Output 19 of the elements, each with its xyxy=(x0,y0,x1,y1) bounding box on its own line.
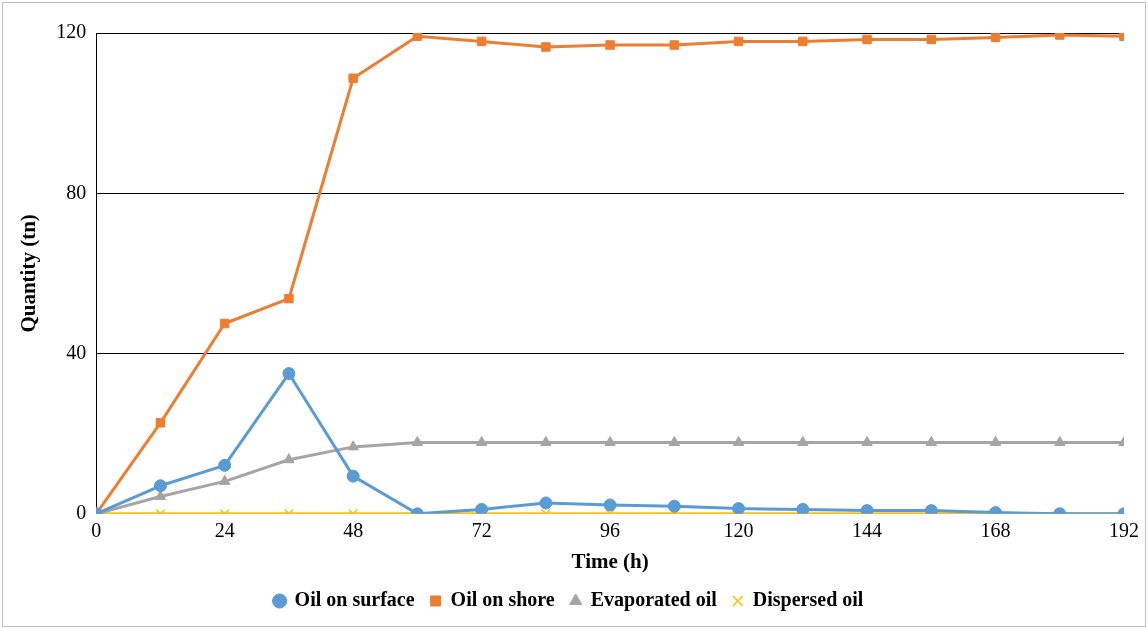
x-tick-label: 120 xyxy=(723,519,754,542)
legend-label: Dispersed oil xyxy=(752,588,864,612)
x-tick-label: 72 xyxy=(471,519,492,542)
y-tick-label: 80 xyxy=(66,180,87,203)
legend-label: Oil on shore xyxy=(450,588,555,611)
x-tick-label: 0 xyxy=(91,519,102,542)
y-tick-label: 120 xyxy=(56,20,87,43)
y-axis-title: Quantity (tn) xyxy=(16,214,41,333)
x-tick-label: 192 xyxy=(1109,519,1139,542)
x-tick-label: 48 xyxy=(343,519,364,542)
legend-label: Evaporated oil xyxy=(590,588,718,612)
x-tick-label: 24 xyxy=(214,519,235,542)
x-tick-label: 144 xyxy=(852,519,883,542)
x-tick-label: 168 xyxy=(980,519,1011,542)
y-tick-label: 0 xyxy=(76,501,87,524)
x-tick-label: 96 xyxy=(600,519,621,542)
legend-label: Oil on surface xyxy=(294,588,415,611)
x-axis-title: Time (h) xyxy=(571,548,649,573)
y-tick-label: 40 xyxy=(66,340,87,363)
